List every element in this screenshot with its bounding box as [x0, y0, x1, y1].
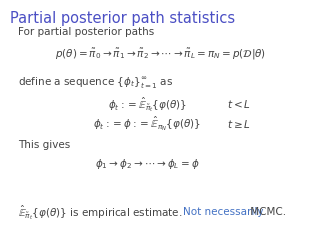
Text: $\phi_1 \rightarrow \phi_2 \rightarrow \cdots \rightarrow \phi_L = \phi$: $\phi_1 \rightarrow \phi_2 \rightarrow \… — [95, 157, 199, 171]
Text: MCMC.: MCMC. — [247, 207, 286, 217]
Text: $\hat{\mathbb{E}}_{\tilde{\pi}_t}\{\varphi(\theta)\}$ is empirical estimate.: $\hat{\mathbb{E}}_{\tilde{\pi}_t}\{\varp… — [18, 203, 183, 222]
Text: Partial posterior path statistics: Partial posterior path statistics — [10, 11, 235, 26]
Text: $\phi_t := \phi := \hat{\mathbb{E}}_{\pi_N}\{\varphi(\theta)\}$: $\phi_t := \phi := \hat{\mathbb{E}}_{\pi… — [93, 114, 201, 133]
Text: For partial posterior paths: For partial posterior paths — [18, 27, 154, 37]
Text: define a sequence $\{\phi_t\}_{t=1}^{\infty}$ as: define a sequence $\{\phi_t\}_{t=1}^{\in… — [18, 75, 173, 90]
Text: This gives: This gives — [18, 140, 70, 150]
Text: $t \geq L$: $t \geq L$ — [227, 118, 251, 130]
Text: $\phi_t := \hat{\mathbb{E}}_{\tilde{\pi}_t}\{\varphi(\theta)\}$: $\phi_t := \hat{\mathbb{E}}_{\tilde{\pi}… — [108, 95, 187, 114]
Text: $p(\theta) = \tilde{\pi}_0 \rightarrow \tilde{\pi}_1 \rightarrow \tilde{\pi}_2 \: $p(\theta) = \tilde{\pi}_0 \rightarrow \… — [54, 47, 266, 61]
Text: Not necessarily: Not necessarily — [183, 207, 264, 217]
Text: $t < L$: $t < L$ — [227, 98, 251, 110]
